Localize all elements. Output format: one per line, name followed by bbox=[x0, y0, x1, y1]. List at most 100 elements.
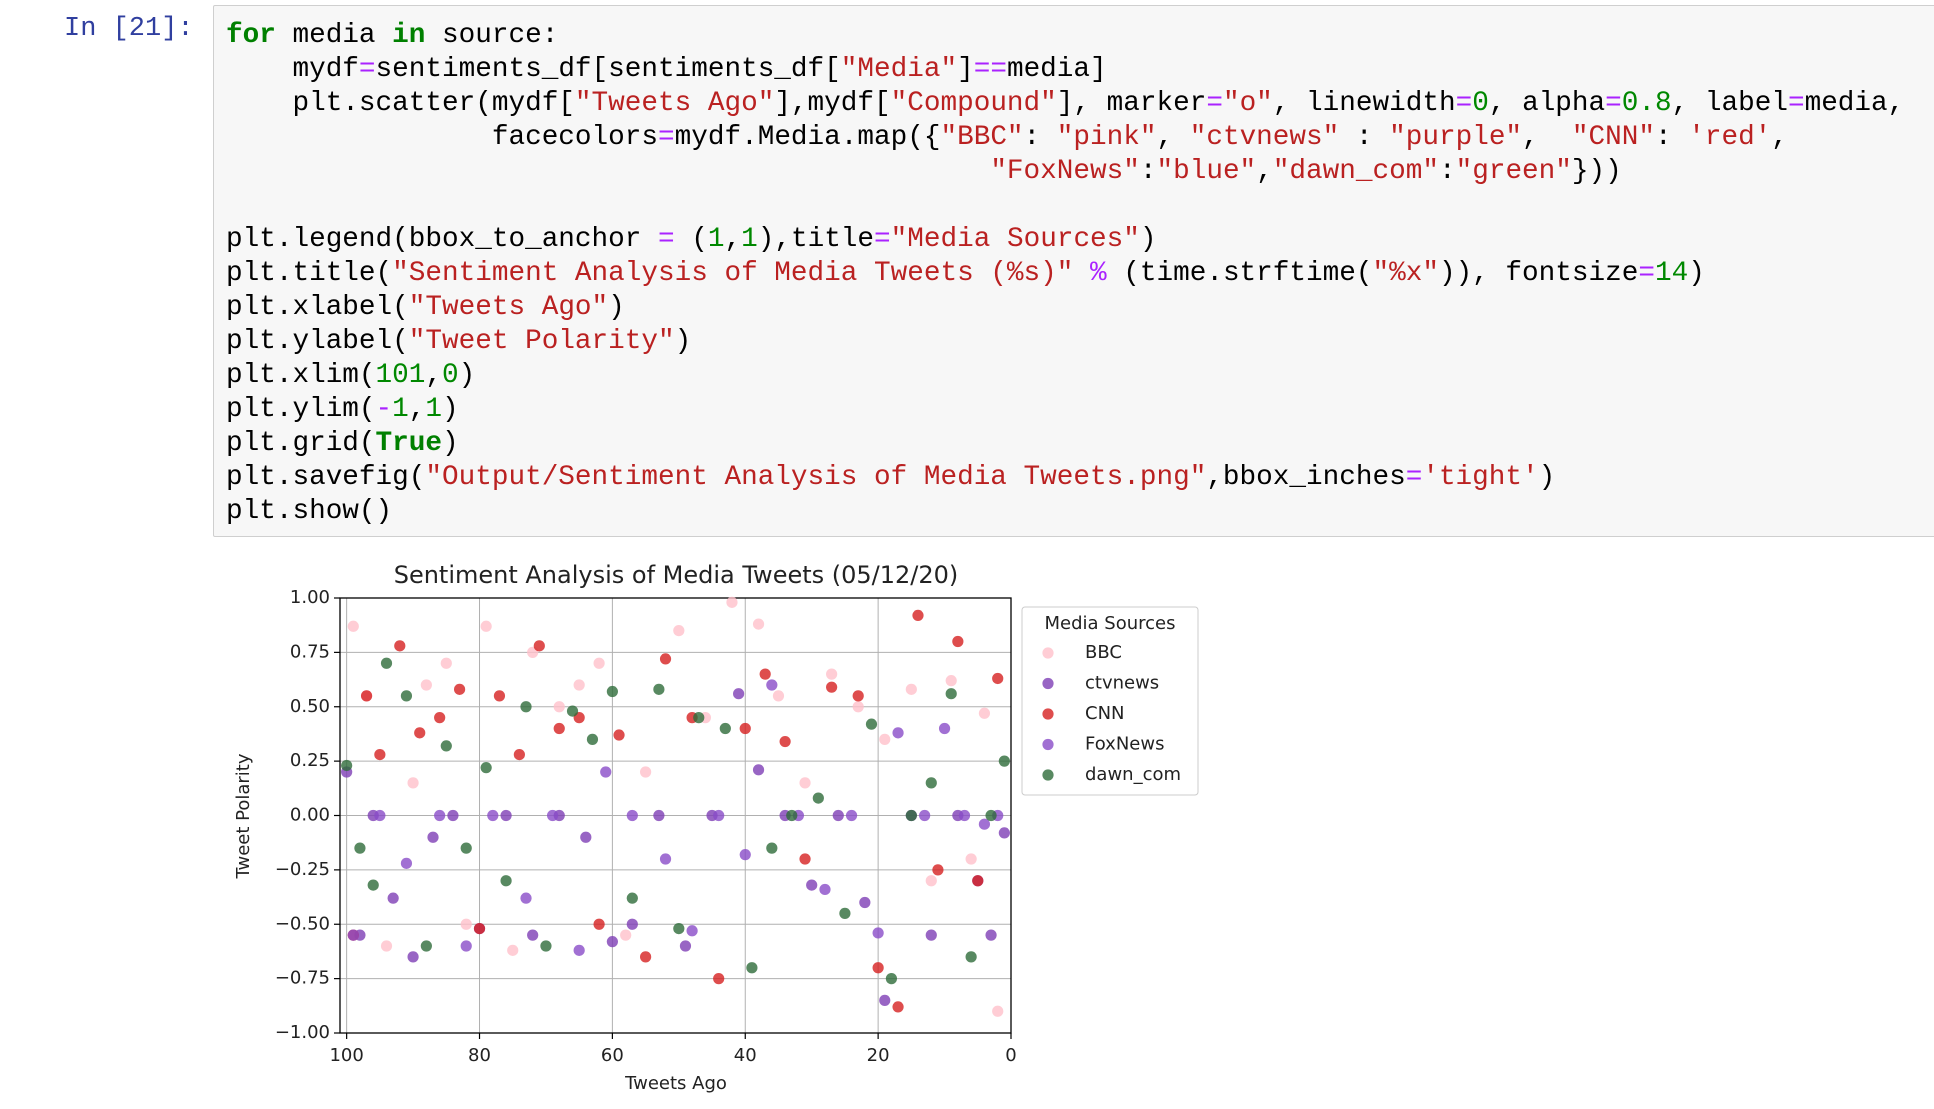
point bbox=[659, 653, 672, 665]
point bbox=[965, 853, 977, 865]
point bbox=[839, 907, 851, 919]
y-tick-label: 0.25 bbox=[290, 750, 330, 771]
point bbox=[905, 809, 917, 822]
point bbox=[573, 944, 585, 956]
point bbox=[686, 925, 698, 937]
point bbox=[852, 690, 864, 702]
y-tick-label: −0.50 bbox=[275, 913, 330, 934]
point bbox=[493, 690, 506, 702]
point bbox=[533, 640, 545, 652]
point bbox=[460, 918, 472, 930]
point bbox=[626, 918, 638, 930]
chart-title: Sentiment Analysis of Media Tweets (05/1… bbox=[394, 561, 959, 589]
point bbox=[354, 842, 366, 854]
code-line: "FoxNews":"blue","dawn_com":"green"})) bbox=[990, 156, 1622, 187]
point bbox=[693, 712, 705, 724]
point bbox=[919, 809, 931, 822]
point bbox=[779, 735, 791, 748]
legend-title: Media Sources bbox=[1045, 613, 1176, 634]
point bbox=[925, 777, 937, 789]
point bbox=[885, 973, 898, 985]
point bbox=[872, 927, 884, 939]
x-axis-label: Tweets Ago bbox=[624, 1073, 727, 1094]
point bbox=[799, 777, 811, 789]
point bbox=[374, 749, 386, 761]
point bbox=[879, 733, 891, 745]
point bbox=[912, 609, 924, 621]
point bbox=[440, 657, 452, 669]
point bbox=[746, 962, 758, 974]
x-tick-label: 20 bbox=[867, 1045, 890, 1066]
point bbox=[998, 755, 1010, 767]
point bbox=[460, 842, 472, 854]
point bbox=[925, 929, 937, 941]
chart: Sentiment Analysis of Media Tweets (05/1… bbox=[233, 561, 1199, 1094]
point bbox=[626, 809, 638, 822]
code-line: plt.scatter(mydf["Tweets Ago"],mydf["Com… bbox=[226, 88, 1905, 119]
point bbox=[341, 759, 353, 772]
point bbox=[786, 809, 798, 822]
point bbox=[447, 809, 459, 822]
code-line: plt.show() bbox=[226, 496, 393, 527]
point bbox=[739, 722, 751, 735]
point bbox=[387, 892, 399, 904]
point bbox=[879, 994, 891, 1006]
point bbox=[752, 618, 765, 630]
point bbox=[819, 883, 831, 896]
point bbox=[434, 809, 446, 822]
point bbox=[859, 896, 871, 909]
code-line: for media in source: bbox=[226, 20, 559, 51]
point bbox=[945, 688, 957, 700]
legend-marker bbox=[1042, 708, 1054, 720]
point bbox=[347, 929, 359, 941]
legend-label: dawn_com bbox=[1085, 764, 1181, 785]
point bbox=[653, 683, 665, 695]
point bbox=[407, 951, 419, 963]
y-tick-label: −0.25 bbox=[275, 859, 330, 880]
point bbox=[500, 875, 512, 887]
code-cell[interactable]: for media in source: mydf=sentiments_df[… bbox=[213, 5, 1934, 537]
point bbox=[414, 727, 426, 739]
x-tick-label: 100 bbox=[329, 1045, 363, 1066]
point bbox=[799, 853, 811, 865]
point bbox=[394, 640, 406, 652]
y-tick-label: 0.50 bbox=[290, 696, 330, 717]
point bbox=[520, 701, 532, 713]
point bbox=[427, 831, 439, 843]
code-line: plt.ylabel("Tweet Polarity") bbox=[226, 326, 692, 357]
point bbox=[978, 818, 991, 830]
point bbox=[566, 705, 579, 717]
legend-label: FoxNews bbox=[1085, 734, 1164, 755]
code-line: mydf=sentiments_df[sentiments_df["Media"… bbox=[226, 54, 1107, 85]
point bbox=[606, 936, 618, 948]
point bbox=[374, 809, 386, 822]
point bbox=[932, 864, 944, 876]
point bbox=[852, 701, 864, 713]
point bbox=[713, 809, 725, 822]
legend-marker bbox=[1042, 677, 1054, 690]
point bbox=[985, 809, 997, 822]
code-line: plt.legend(bbox_to_anchor = (1,1),title=… bbox=[226, 224, 1157, 255]
code-line: facecolors=mydf.Media.map({"BBC": "pink"… bbox=[226, 122, 1788, 153]
legend-marker bbox=[1042, 738, 1054, 751]
legend-label: ctvnews bbox=[1085, 673, 1159, 694]
point bbox=[380, 657, 393, 669]
y-tick-label: −0.75 bbox=[275, 968, 330, 989]
point bbox=[992, 1005, 1004, 1017]
point bbox=[905, 683, 917, 695]
point bbox=[420, 679, 432, 691]
point bbox=[573, 679, 585, 691]
point bbox=[553, 722, 565, 735]
point bbox=[845, 809, 858, 822]
code-line: plt.xlabel("Tweets Ago") bbox=[226, 292, 625, 323]
point bbox=[945, 675, 957, 687]
x-tick-label: 80 bbox=[468, 1045, 491, 1066]
point bbox=[473, 923, 486, 935]
point bbox=[347, 620, 359, 632]
point bbox=[972, 875, 984, 887]
point bbox=[593, 657, 605, 669]
plot-frame bbox=[339, 597, 1012, 1034]
point bbox=[580, 831, 592, 843]
point bbox=[673, 923, 685, 935]
